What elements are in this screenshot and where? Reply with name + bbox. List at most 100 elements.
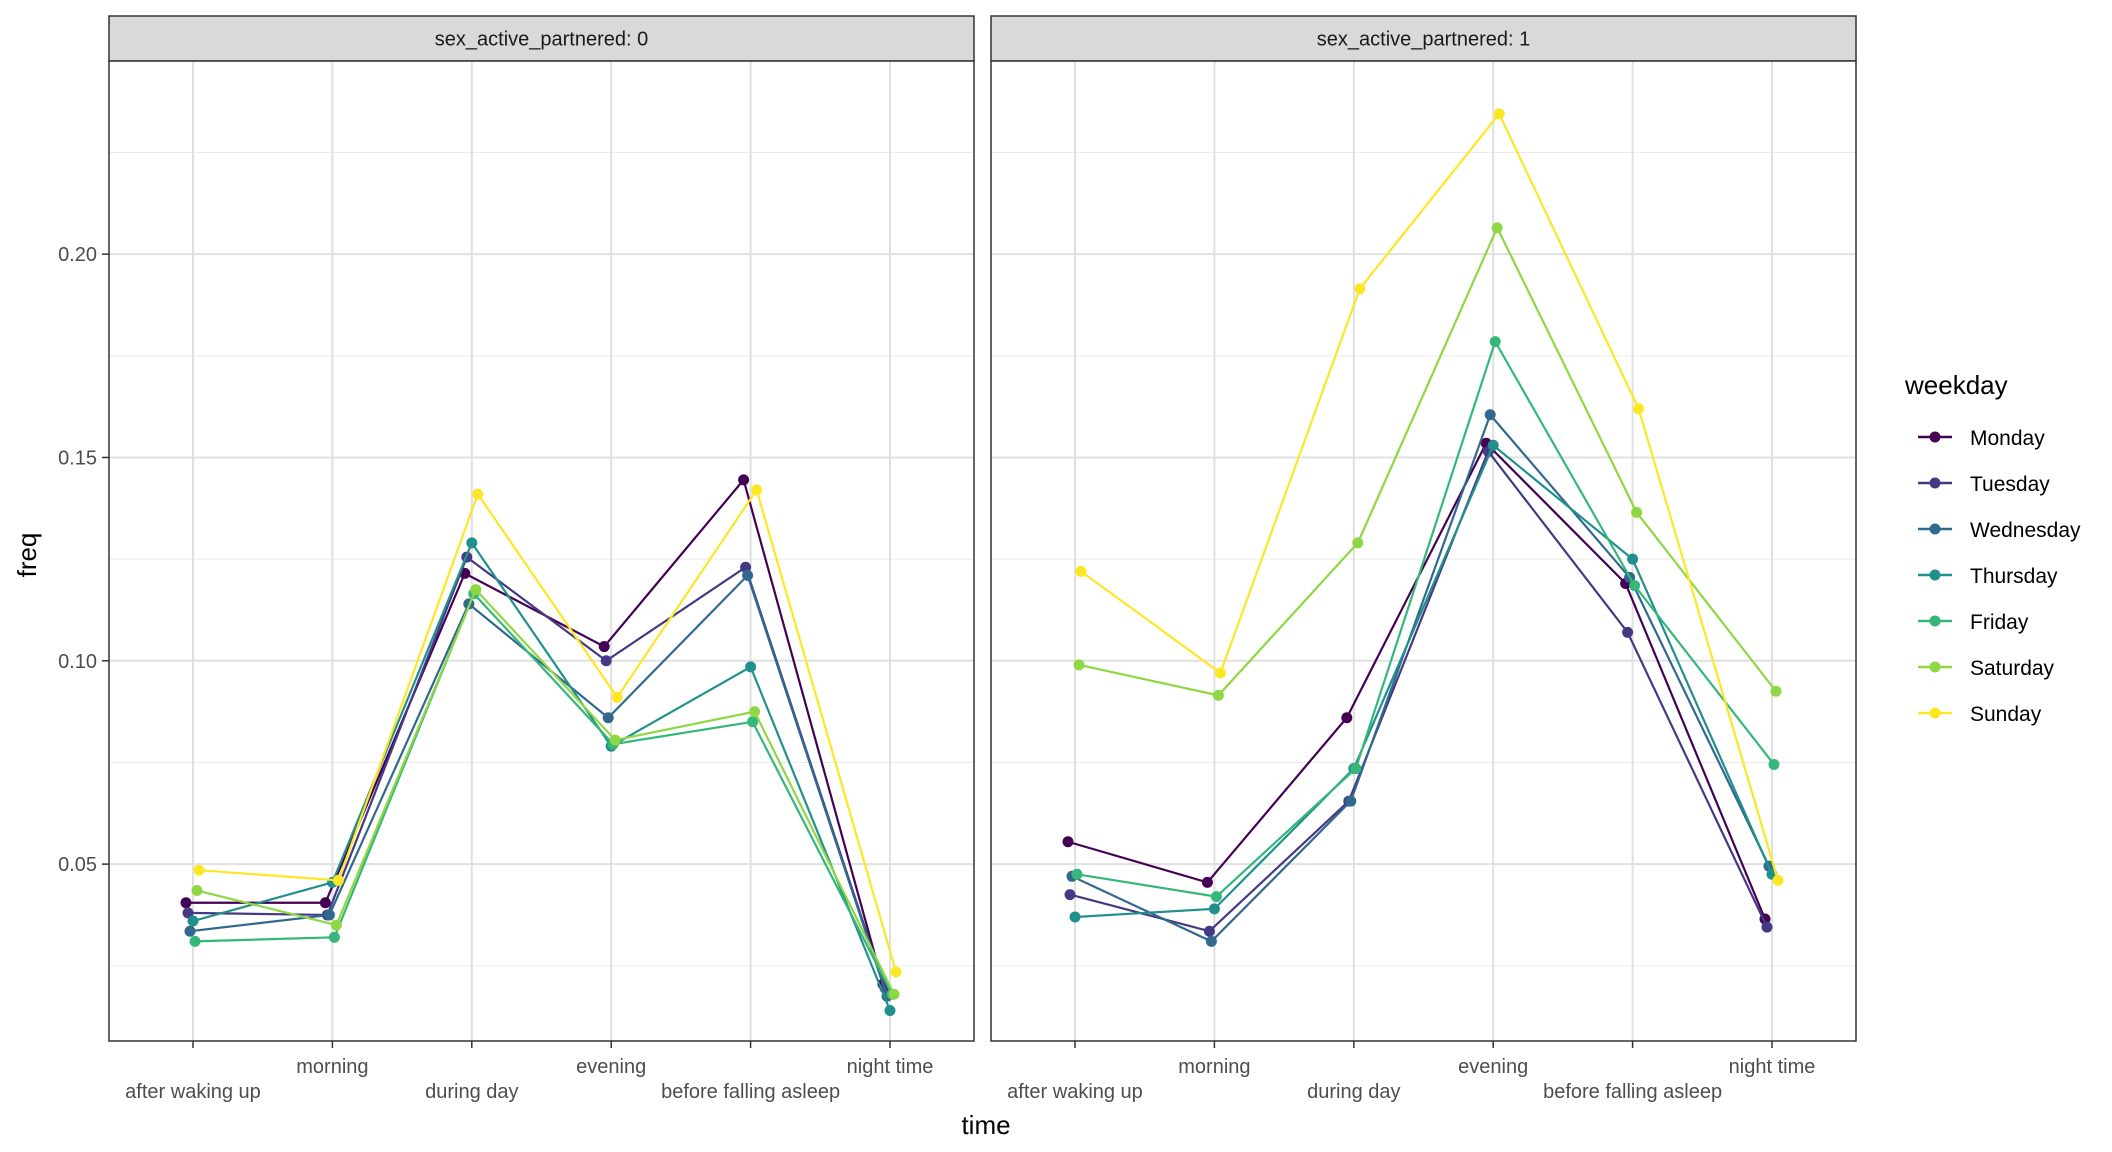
x-tick-label: during day xyxy=(1307,1081,1400,1103)
data-point-wednesday xyxy=(1205,935,1217,947)
x-tick-label: evening xyxy=(1458,1056,1528,1078)
data-point-wednesday xyxy=(742,569,754,581)
legend-key-point xyxy=(1929,707,1941,719)
series-line-monday xyxy=(186,477,885,985)
data-point-monday xyxy=(180,897,192,909)
legend-item-thursday: Thursday xyxy=(1918,565,2058,588)
data-point-tuesday xyxy=(182,907,194,919)
x-tick-label: before falling asleep xyxy=(661,1081,840,1103)
series-line-friday xyxy=(1076,338,1775,898)
x-tick-label: night time xyxy=(1729,1056,1816,1078)
data-point-monday xyxy=(319,897,331,909)
data-point-sunday xyxy=(1075,565,1087,577)
facet-panel-1: sex_active_partnered: 1 after waking up mo… xyxy=(990,15,1857,1103)
data-point-sunday xyxy=(1354,283,1366,295)
y-tick-label: 0.10 xyxy=(58,651,97,673)
data-point-sunday xyxy=(472,488,484,500)
data-point-friday xyxy=(1629,580,1641,592)
data-point-saturday xyxy=(1631,506,1643,518)
data-point-wednesday xyxy=(1484,409,1496,421)
data-point-saturday xyxy=(1770,685,1782,697)
data-point-saturday xyxy=(1491,222,1503,234)
data-point-saturday xyxy=(470,584,482,596)
data-point-friday xyxy=(1210,891,1222,903)
data-point-tuesday xyxy=(1761,921,1773,933)
data-point-friday xyxy=(1071,868,1083,880)
legend-key-point xyxy=(1929,477,1941,489)
legend-key-point xyxy=(1929,569,1941,581)
legend-key-point xyxy=(1929,431,1941,443)
data-point-saturday xyxy=(191,885,203,897)
panel-background-1 xyxy=(991,61,1856,1041)
data-point-thursday xyxy=(1627,553,1639,565)
data-point-thursday xyxy=(466,537,478,549)
panel-background-0 xyxy=(109,61,974,1041)
y-tick-label: 0.05 xyxy=(58,854,97,876)
x-tick-label: morning xyxy=(1178,1056,1250,1078)
data-point-sunday xyxy=(1772,874,1784,886)
data-point-sunday xyxy=(1633,403,1645,415)
data-point-wednesday xyxy=(1345,795,1357,807)
series-line-sunday xyxy=(1080,111,1780,881)
legend-item-monday: Monday xyxy=(1918,427,2045,450)
facet-strip-0 xyxy=(108,15,975,62)
data-point-friday xyxy=(1350,763,1362,775)
x-axis-title: time xyxy=(961,1110,1010,1140)
legend-item-saturday: Saturday xyxy=(1918,657,2055,680)
data-point-saturday xyxy=(1352,537,1364,549)
legend-key-point xyxy=(1929,661,1941,673)
legend-label: Tuesday xyxy=(1970,473,2050,496)
y-tick-label: 0.20 xyxy=(58,244,97,266)
data-point-sunday xyxy=(332,874,344,886)
series-line-saturday xyxy=(196,587,895,995)
data-point-saturday xyxy=(749,706,761,718)
legend-item-wednesday: Wednesday xyxy=(1918,519,2081,542)
x-tick-label: after waking up xyxy=(125,1081,261,1103)
data-point-tuesday xyxy=(1064,889,1076,901)
y-tick-label: 0.15 xyxy=(58,447,97,469)
legend-label: Wednesday xyxy=(1970,519,2081,542)
x-tick-label: after waking up xyxy=(1007,1081,1143,1103)
data-point-tuesday xyxy=(600,655,612,667)
legend-label: Monday xyxy=(1970,427,2045,450)
series-line-wednesday xyxy=(1071,412,1770,943)
legend-key-point xyxy=(1929,615,1941,627)
data-point-saturday xyxy=(330,919,342,931)
data-point-thursday xyxy=(1487,439,1499,451)
data-point-monday xyxy=(598,641,610,653)
series-line-thursday xyxy=(192,540,892,1011)
data-point-monday xyxy=(738,474,750,486)
data-point-saturday xyxy=(609,734,621,746)
facet-strip-label-1: sex_active_partnered: 1 xyxy=(1317,29,1530,51)
legend: weekday Monday Tuesday Wednesday Thursday Fr… xyxy=(1904,370,2081,726)
facet-panel-0: sex_active_partnered: 0 after waking up mo… xyxy=(58,15,975,1103)
data-point-sunday xyxy=(1214,667,1226,679)
data-point-wednesday xyxy=(184,925,196,937)
x-tick-label: evening xyxy=(576,1056,646,1078)
x-tick-label: morning xyxy=(296,1056,368,1078)
panel-border-1 xyxy=(990,60,1857,1042)
data-point-saturday xyxy=(1212,689,1224,701)
data-point-thursday xyxy=(1208,903,1220,915)
facet-strip-label-0: sex_active_partnered: 0 xyxy=(435,29,648,51)
data-point-wednesday xyxy=(602,712,614,724)
series-line-saturday xyxy=(1078,225,1777,697)
data-point-saturday xyxy=(1073,659,1085,671)
series-line-friday xyxy=(194,591,893,995)
data-point-monday xyxy=(1062,836,1074,848)
x-tick-label: during day xyxy=(425,1081,518,1103)
y-axis-title: freq xyxy=(12,533,42,578)
data-point-sunday xyxy=(890,966,902,978)
data-point-friday xyxy=(189,935,201,947)
data-point-friday xyxy=(328,931,340,943)
data-point-tuesday xyxy=(1203,925,1215,937)
legend-label: Thursday xyxy=(1970,565,2058,588)
legend-item-friday: Friday xyxy=(1918,611,2029,634)
data-point-wednesday xyxy=(323,909,335,921)
data-point-monday xyxy=(1201,876,1213,888)
data-point-friday xyxy=(1489,336,1501,348)
data-point-thursday xyxy=(745,661,757,673)
legend-item-tuesday: Tuesday xyxy=(1918,473,2050,496)
data-point-tuesday xyxy=(1622,626,1634,638)
